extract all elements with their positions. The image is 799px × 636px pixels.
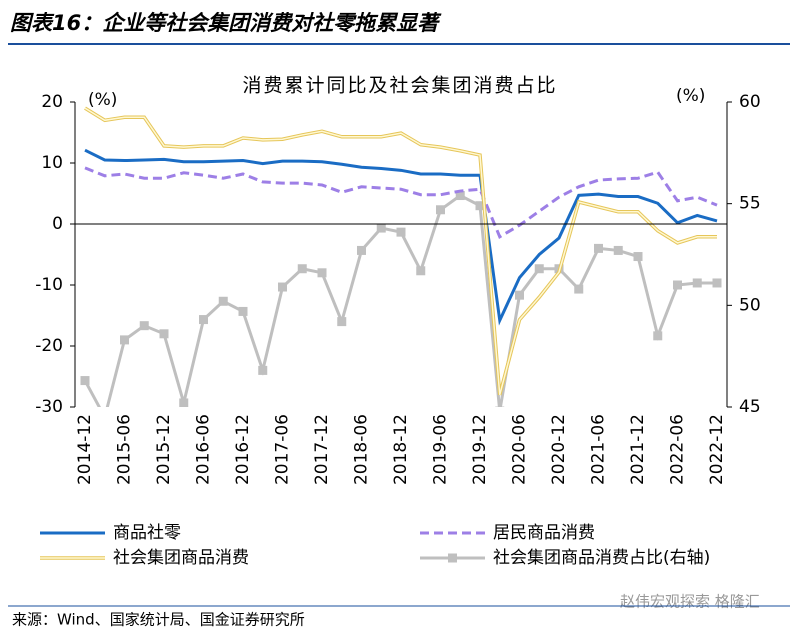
series-marker (100, 413, 109, 422)
series-line (84, 148, 718, 326)
series-marker (475, 201, 485, 211)
x-tick-label: 2018-12 (391, 414, 411, 485)
series-marker (692, 278, 702, 288)
x-tick-label: 2014-12 (75, 414, 95, 485)
y2-unit: (%) (676, 86, 705, 106)
series-marker (179, 398, 189, 407)
y2-tick-label: 55 (739, 194, 761, 214)
legend-label: 居民商品消费 (493, 523, 595, 543)
x-tick-label: 2019-12 (470, 414, 490, 485)
series-marker (297, 264, 307, 274)
y2-tick-label: 60 (739, 92, 761, 112)
series-marker (139, 321, 149, 331)
series-marker (416, 266, 426, 276)
x-tick-label: 2017-06 (273, 414, 293, 485)
series-marker (317, 268, 327, 278)
legend-label: 社会集团商品消费占比(右轴) (493, 548, 710, 568)
y-tick-label: -20 (35, 336, 63, 356)
x-tick-label: 2017-12 (312, 414, 332, 485)
x-tick-label: 2021-12 (628, 414, 648, 485)
series-line (84, 166, 718, 239)
series-marker (515, 290, 524, 300)
series-marker (376, 223, 386, 233)
series-marker (712, 278, 722, 288)
x-tick-label: 2018-06 (352, 414, 372, 485)
x-tick-label: 2020-06 (510, 414, 530, 485)
series-marker (357, 245, 366, 255)
x-tick-label: 2019-06 (431, 414, 451, 485)
y2-tick-label: 45 (739, 397, 761, 417)
legend-marker (448, 553, 457, 563)
series-marker (238, 306, 248, 316)
y-tick-label: -10 (35, 275, 63, 295)
x-tick-label: 2016-12 (233, 414, 253, 485)
header-title: 图表16：企业等社会集团消费对社零拖累显著 (10, 11, 442, 35)
series-marker (278, 282, 287, 292)
y-tick-label: 0 (52, 214, 63, 234)
watermark: 赵伟宏观探索 格隆汇 (620, 593, 760, 611)
x-tick-label: 2021-06 (589, 414, 609, 485)
x-tick-label: 2022-12 (707, 414, 727, 485)
x-tick-label: 2015-06 (115, 414, 135, 485)
y-unit: (%) (88, 90, 117, 110)
series-line-inner (84, 107, 717, 395)
series-marker (455, 191, 465, 201)
x-tick-label: 2015-12 (154, 414, 174, 485)
series-marker (199, 315, 208, 325)
series-marker (633, 252, 643, 262)
legend-label: 商品社零 (113, 523, 181, 543)
x-tick-label: 2020-12 (549, 414, 569, 485)
series-marker (436, 205, 445, 215)
series-marker (218, 296, 228, 306)
source: 来源：Wind、国家统计局、国金证券研究所 (12, 611, 305, 629)
series-marker (673, 280, 682, 290)
series-marker (534, 264, 544, 274)
series-marker (594, 243, 603, 253)
series-marker (495, 406, 505, 407)
y2-tick-label: 50 (739, 295, 761, 315)
series-marker (574, 284, 584, 294)
series-marker (613, 245, 623, 255)
series-marker (396, 227, 406, 237)
series-marker (120, 335, 129, 345)
y-tick-label: 20 (41, 92, 63, 112)
y-tick-label: -30 (35, 397, 63, 417)
x-tick-label: 2022-06 (668, 414, 688, 485)
series-marker (337, 317, 347, 327)
x-tick-label: 2016-06 (194, 414, 214, 485)
series-marker (159, 329, 169, 339)
legend-label: 社会集团商品消费 (113, 548, 249, 568)
series-marker (80, 376, 90, 386)
series-marker (258, 365, 268, 375)
series-marker (653, 331, 663, 341)
y-tick-label: 10 (41, 153, 63, 173)
chart-title: 消费累计同比及社会集团消费占比 (242, 75, 557, 97)
